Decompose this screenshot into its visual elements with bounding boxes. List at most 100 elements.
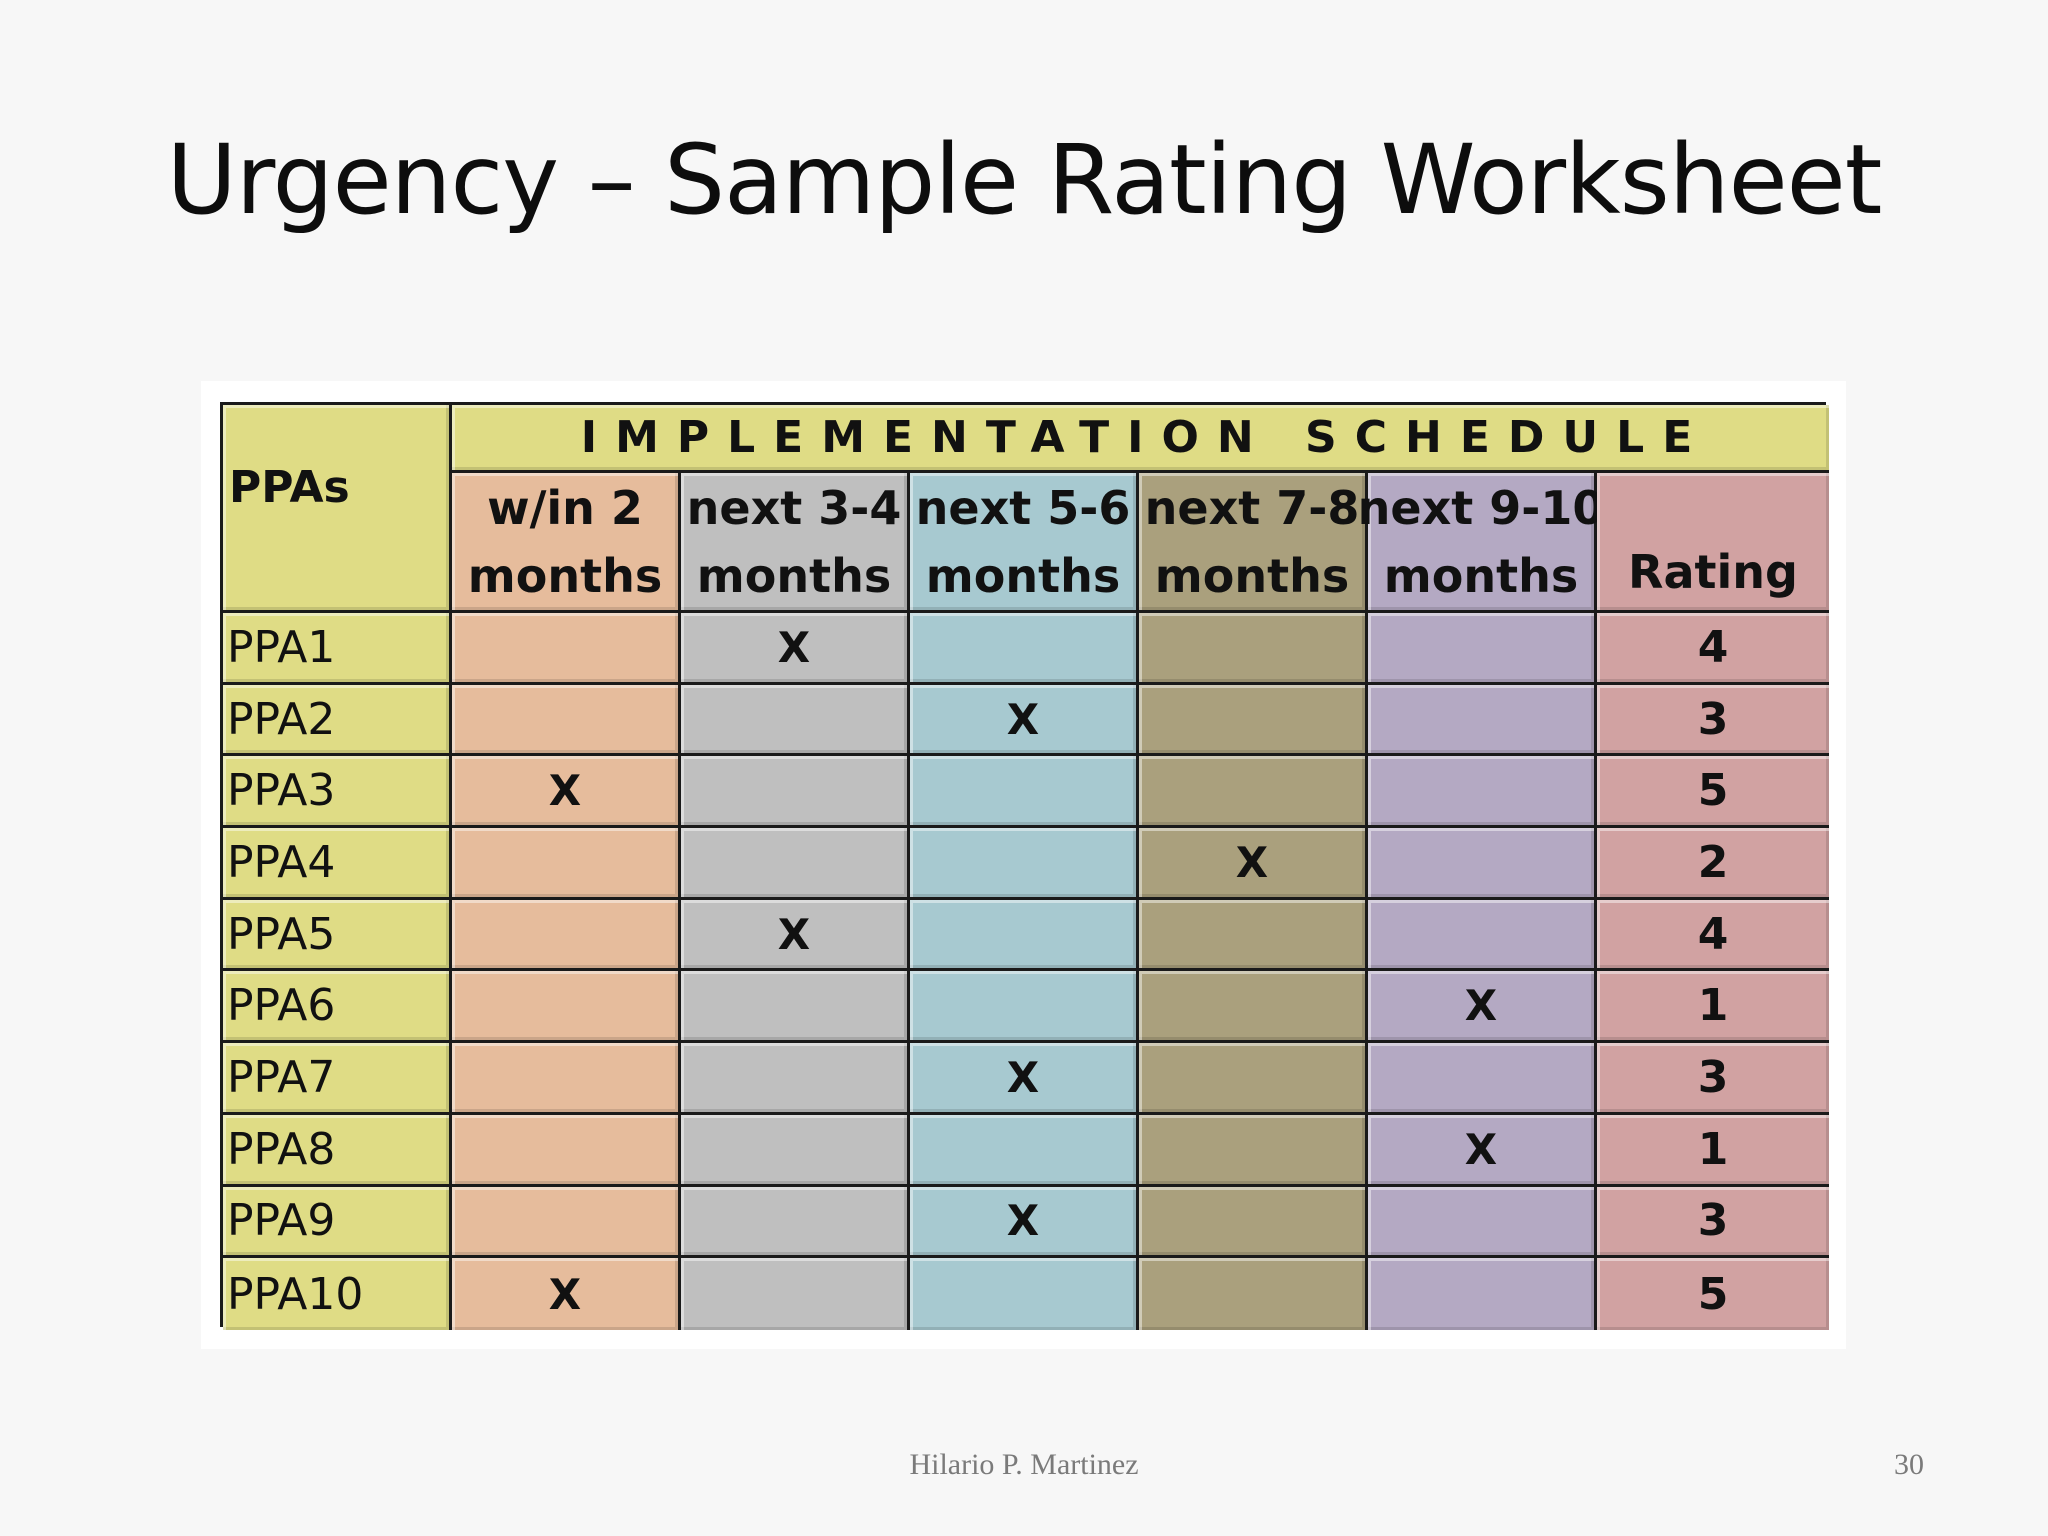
schedule-cell: X [681,613,910,685]
schedule-cell: X [910,684,1139,757]
rating-value: 5 [1697,1268,1729,1320]
schedule-cell [910,828,1139,900]
schedule-mark: X [777,622,811,672]
schedule-cell [452,1114,681,1187]
schedule-cell [681,1258,910,1330]
ppa-row-label: PPA1 [223,613,452,685]
rating-cell: 5 [1597,1258,1829,1330]
schedule-cell [1368,899,1597,972]
schedule-cell [910,613,1139,685]
schedule-cell: X [910,1186,1139,1259]
schedule-cell [452,1043,681,1115]
rating-value: 4 [1697,908,1729,960]
column-header-line2: months [1383,548,1579,603]
schedule-cell [910,971,1139,1044]
column-header-line2: months [1154,548,1350,603]
schedule-mark: X [1235,837,1269,887]
schedule-cell [1139,1114,1368,1187]
ppa-row-label: PPA8 [223,1114,452,1187]
schedule-cell: X [681,899,910,972]
schedule-column-header: next 5-6 months [910,473,1139,613]
footer-author: Hilario P. Martinez [909,1448,1139,1481]
rating-column-header: Rating [1597,473,1829,613]
schedule-mark: X [1006,1196,1040,1246]
schedule-cell [681,756,910,829]
schedule-cell [452,1186,681,1259]
rating-value: 4 [1697,621,1729,673]
ppa-row-label: PPA2 [223,684,452,757]
rating-cell: 3 [1597,1186,1829,1259]
schedule-cell [910,1258,1139,1330]
rating-cell: 3 [1597,1043,1829,1115]
schedule-cell [681,971,910,1044]
ppa-column-header: PPAs [223,405,452,613]
column-header-line2: months [467,548,663,603]
schedule-mark: X [777,909,811,959]
rating-value: 1 [1697,980,1729,1032]
rating-cell: 1 [1597,971,1829,1044]
rating-cell: 4 [1597,899,1829,972]
schedule-column-header: next 7-8 months [1139,473,1368,613]
schedule-cell [452,684,681,757]
slide-title: Urgency – Sample Rating Worksheet [166,124,1883,236]
schedule-cell [1139,684,1368,757]
schedule-mark: X [1006,1052,1040,1102]
schedule-cell [681,684,910,757]
rating-value: 3 [1697,693,1729,745]
schedule-mark: X [1464,981,1498,1031]
rating-worksheet-table: PPAs IMPLEMENTATION SCHEDULE w/in 2 month… [220,402,1829,1330]
schedule-cell [681,1114,910,1187]
schedule-cell [910,756,1139,829]
rating-cell: 3 [1597,684,1829,757]
ppa-row-label: PPA3 [223,756,452,829]
schedule-cell: X [452,756,681,829]
schedule-cell [681,1043,910,1115]
schedule-cell [452,613,681,685]
schedule-mark: X [548,766,582,816]
schedule-mark: X [1006,694,1040,744]
rating-cell: 4 [1597,613,1829,685]
column-header-line1: next 9-10 [1357,480,1605,535]
schedule-column-header: next 9-10 months [1358,473,1604,613]
schedule-cell [1368,828,1597,900]
rating-value: 1 [1697,1123,1729,1175]
implementation-schedule-header: IMPLEMENTATION SCHEDULE [452,405,1829,473]
schedule-cell [1368,1186,1597,1259]
schedule-cell [1368,1258,1597,1330]
column-header-line2: months [696,548,892,603]
schedule-cell [1139,1043,1368,1115]
rating-cell: 2 [1597,828,1829,900]
schedule-cell [452,971,681,1044]
schedule-mark: X [548,1269,582,1319]
rating-value: 3 [1697,1051,1729,1103]
schedule-cell [1139,613,1368,685]
column-header-line1: w/in 2 [487,480,643,535]
schedule-cell [1139,971,1368,1044]
schedule-cell [1139,899,1368,972]
ppa-row-label: PPA5 [223,899,452,972]
schedule-column-header: next 3-4 months [681,473,910,613]
schedule-mark: X [1464,1124,1498,1174]
rating-cell: 5 [1597,756,1829,829]
schedule-cell [1139,1186,1368,1259]
rating-value: 5 [1697,765,1729,817]
schedule-cell [681,1186,910,1259]
ppa-row-label: PPA4 [223,828,452,900]
schedule-cell [1139,1258,1368,1330]
schedule-cell [1368,756,1597,829]
ppa-row-label: PPA6 [223,971,452,1044]
schedule-cell [1368,684,1597,757]
schedule-cell [1368,1043,1597,1115]
schedule-cell: X [1139,828,1368,900]
column-header-line1: next 7-8 [1144,480,1360,535]
ppa-row-label: PPA10 [223,1258,452,1330]
schedule-cell: X [1368,971,1597,1044]
ppa-row-label: PPA7 [223,1043,452,1115]
rating-value: 3 [1697,1195,1729,1247]
schedule-column-header: w/in 2 months [452,473,681,613]
schedule-cell [1368,613,1597,685]
column-header-line1: next 3-4 [686,480,902,535]
schedule-cell [910,899,1139,972]
schedule-cell: X [910,1043,1139,1115]
rating-value: 2 [1697,836,1729,888]
